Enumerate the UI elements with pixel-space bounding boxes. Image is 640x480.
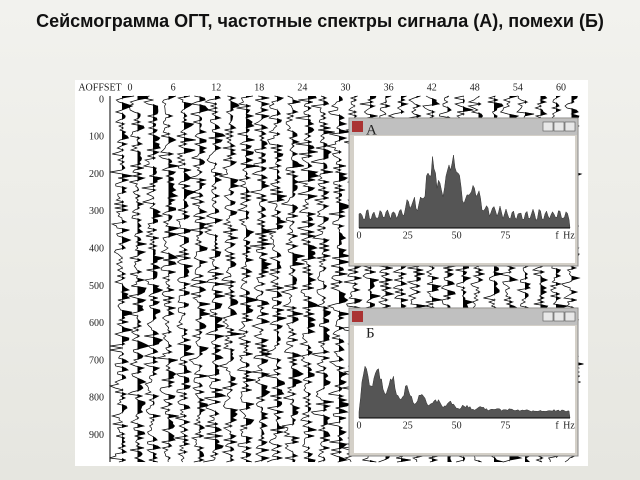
offset-label: 30 <box>341 82 351 93</box>
trace <box>249 95 274 463</box>
label-bg <box>251 82 268 94</box>
window-button <box>542 121 554 132</box>
label-bg <box>208 82 225 94</box>
freq-symbol: f <box>555 230 559 241</box>
offset-label: 12 <box>211 82 221 93</box>
panel-label: Б <box>366 325 375 341</box>
window-button <box>564 311 576 322</box>
plot-area <box>354 136 575 263</box>
trace <box>264 95 288 463</box>
label-bg <box>165 82 182 94</box>
trace <box>236 95 259 463</box>
time-label: 0 <box>99 94 104 105</box>
offset-label: 60 <box>556 82 566 93</box>
trace <box>126 95 151 463</box>
title-bar <box>350 309 577 325</box>
time-label: 900 <box>89 430 104 441</box>
label-bg <box>466 82 483 94</box>
label-bg <box>337 82 354 94</box>
label-bg <box>380 82 397 94</box>
trace-fill <box>292 96 305 462</box>
trace <box>188 95 211 463</box>
trace-fill <box>339 96 351 462</box>
seismogram-axes: 0 6 12 18 24 30 36 42 48 54 6001002003004005006007… <box>89 82 569 462</box>
spectrum-area <box>358 365 571 419</box>
trace <box>218 95 243 463</box>
offset-label: 42 <box>427 82 437 93</box>
trace <box>141 95 165 463</box>
spectrum-window: А 0 25 50 75 f Hz <box>348 117 579 267</box>
freq-tick-label: 0 <box>357 420 362 431</box>
freq-symbol: f <box>555 420 559 431</box>
label-bg <box>509 82 526 94</box>
offset-label: 18 <box>254 82 264 93</box>
trace-fill <box>215 96 226 462</box>
spectrum-windows: А 0 25 50 75 f Hz Б 0 25 50 75 f Hz <box>348 117 579 457</box>
trace <box>202 95 228 463</box>
trace <box>310 95 335 463</box>
freq-tick-label: 50 <box>452 230 462 241</box>
label-bg <box>553 82 569 94</box>
freq-tick-label: 25 <box>403 230 413 241</box>
window-icon <box>352 121 363 132</box>
offset-label: 48 <box>470 82 480 93</box>
label-bg <box>294 82 311 94</box>
label-bg <box>423 82 440 94</box>
window-button <box>542 311 554 322</box>
trace-fill <box>323 96 335 462</box>
freq-tick-label: 75 <box>500 230 510 241</box>
offset-label: 36 <box>384 82 394 93</box>
time-label: 300 <box>89 206 104 217</box>
time-label: 400 <box>89 243 104 254</box>
offset-axis-label: AOFFSET <box>78 82 121 93</box>
panel-label: А <box>366 122 377 138</box>
trace-fill <box>184 96 196 462</box>
trace <box>295 95 320 463</box>
plot-area <box>354 326 575 453</box>
trace <box>174 95 197 463</box>
time-label: 700 <box>89 355 104 366</box>
spectrum-window: Б 0 25 50 75 f Hz <box>348 307 579 457</box>
slide-title: Сейсмограмма ОГТ, частотные спектры сигн… <box>36 11 604 31</box>
freq-tick-label: 0 <box>357 230 362 241</box>
time-label: 100 <box>89 132 104 143</box>
time-label: 600 <box>89 318 104 329</box>
offset-label: 54 <box>513 82 523 93</box>
trace-fill <box>168 96 180 462</box>
offset-label: 6 <box>171 82 176 93</box>
window-button <box>553 121 565 132</box>
window-button <box>564 121 576 132</box>
offset-label: 24 <box>297 82 307 93</box>
trace <box>156 95 180 463</box>
freq-tick-label: 50 <box>452 420 462 431</box>
freq-unit: Hz <box>563 420 575 431</box>
freq-tick-label: 25 <box>403 420 413 431</box>
time-label: 500 <box>89 281 104 292</box>
freq-tick-label: 75 <box>500 420 510 431</box>
freq-unit: Hz <box>563 230 575 241</box>
window-icon <box>352 311 363 322</box>
trace <box>280 95 305 463</box>
title-bar <box>350 119 577 135</box>
trace <box>326 95 352 463</box>
offset-label: 0 <box>128 82 133 93</box>
trace-fill <box>246 96 259 462</box>
label-bg <box>122 82 138 94</box>
window-button <box>553 311 565 322</box>
time-label: 800 <box>89 393 104 404</box>
trace <box>109 95 135 463</box>
spectrum-area <box>358 154 571 229</box>
time-label: 200 <box>89 169 104 180</box>
trace-fill <box>416 96 429 462</box>
